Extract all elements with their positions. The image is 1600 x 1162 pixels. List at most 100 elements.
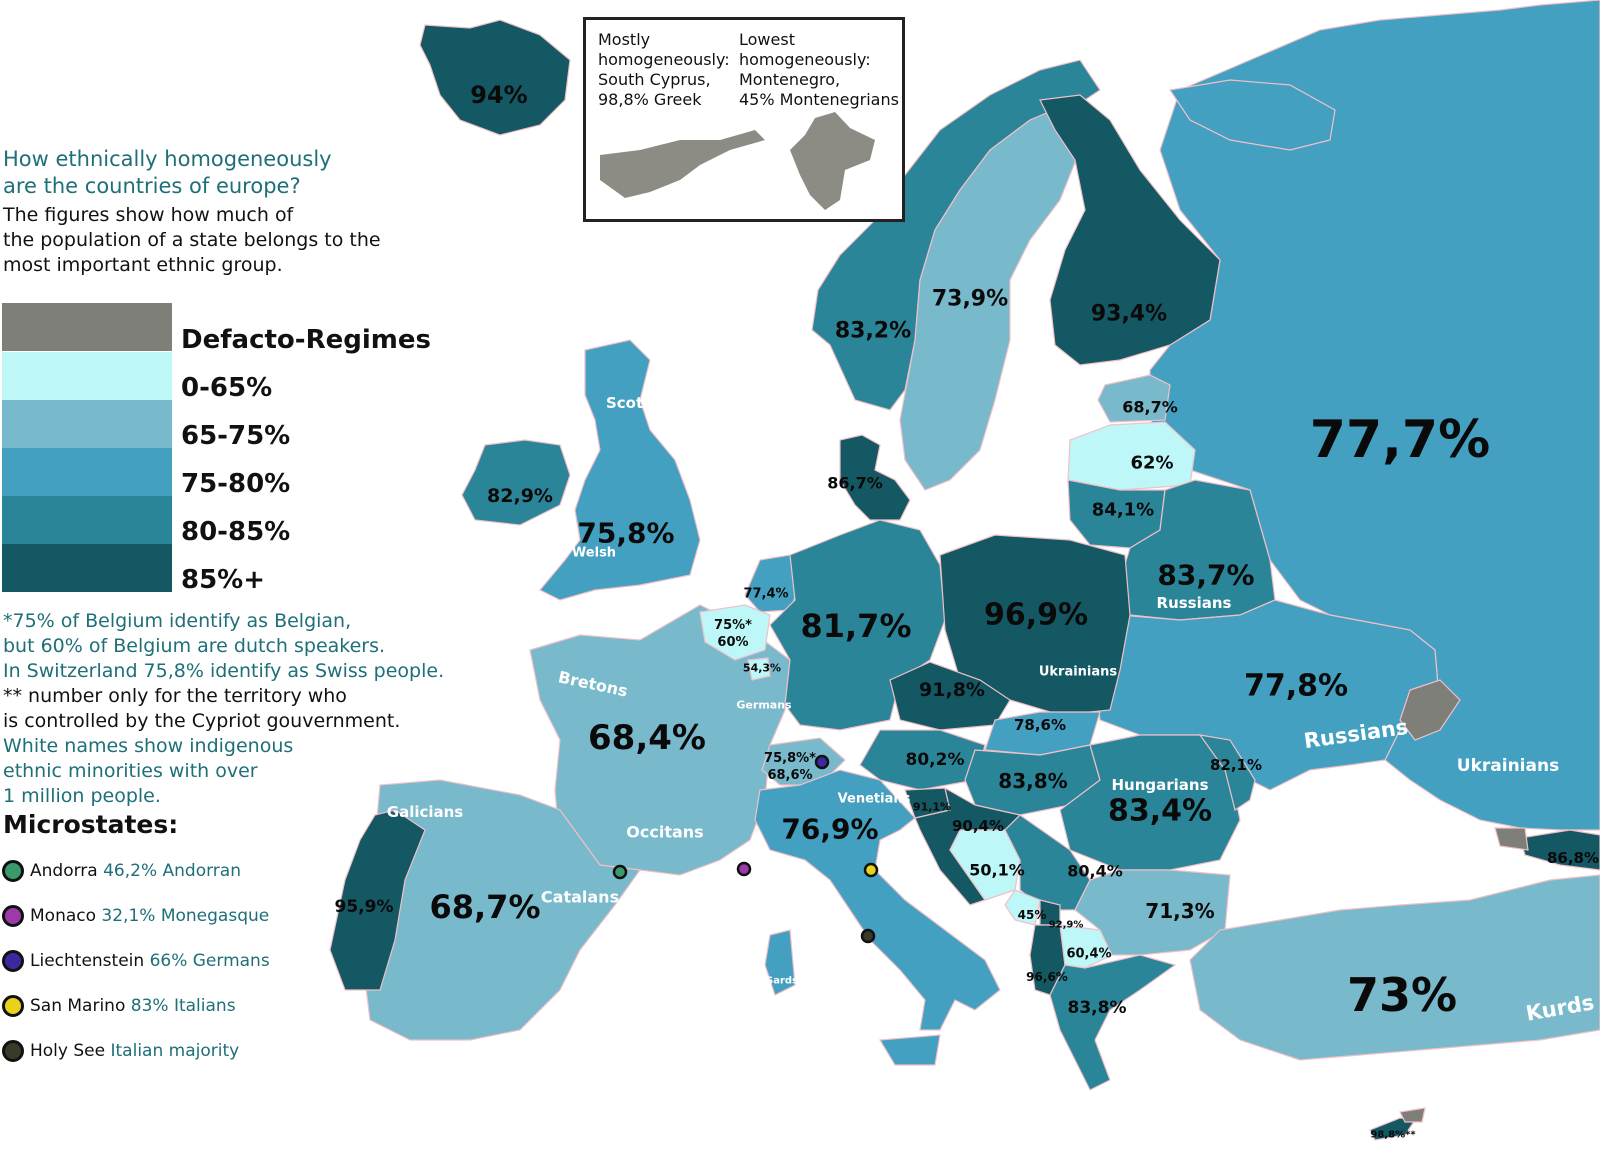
map-subtitle: The figures show how much of the populat… (3, 203, 381, 278)
map-dot-liechtenstein (814, 754, 830, 770)
microstate-value: 66% Germans (149, 951, 270, 971)
label-belgium: 75%* 60% (714, 618, 752, 650)
country-italy-sicily (878, 1034, 941, 1066)
inset-least-homogeneous: Lowest homogeneously: Montenegro, 45% Mo… (739, 30, 899, 109)
inset-box: Mostly homogeneously: South Cyprus, 98,8… (583, 17, 905, 222)
region-defacto-georgia (1494, 827, 1529, 851)
country-austria (859, 729, 986, 791)
label-norway: 83,2% (834, 318, 912, 344)
map-title: How ethnically homogeneously are the cou… (3, 146, 332, 200)
country-macedonia (1059, 924, 1113, 969)
microstate-dot (2, 995, 24, 1017)
country-moldova (1198, 734, 1256, 811)
subtitle-line-2: the population of a state belongs to the (3, 229, 381, 251)
country-greece (1049, 954, 1177, 1091)
subtitle-line-3: most important ethnic group. (3, 254, 283, 276)
country-luxembourg (747, 657, 771, 681)
label-moldova: 82,1% (1209, 756, 1263, 774)
label-macedonia: 60,4% (1066, 946, 1112, 962)
label-latvia: 62% (1130, 452, 1174, 474)
label-poland: 96,9% (983, 597, 1089, 633)
label-romania: 83,4% (1107, 793, 1213, 829)
label-bulgaria: 71,3% (1145, 899, 1215, 923)
region-defacto-east (1399, 679, 1461, 741)
subtitle-line-1: The figures show how much of (3, 204, 294, 226)
label-uk: 75,8% (577, 516, 675, 550)
minority-ukrainians-poland: Ukrainians (1038, 664, 1118, 680)
region-defacto-cyprus (1399, 1107, 1426, 1123)
microstate-name: Andorra (30, 861, 98, 881)
country-cyprus (1369, 1117, 1417, 1141)
country-belgium (699, 604, 771, 661)
label-luxembourg: 54,3% (742, 661, 782, 675)
country-romania (1059, 734, 1241, 871)
legend-swatch-defacto (2, 303, 172, 351)
label-turkey: 73% (1346, 968, 1458, 1022)
country-ireland (461, 439, 571, 526)
map-dot-san-marino (863, 862, 879, 878)
label-serbia: 80,4% (1067, 861, 1123, 881)
microstate-value: 32,1% Monegasque (101, 906, 270, 926)
microstate-name: Liechtenstein (30, 951, 145, 971)
legend-swatch-0-65 (2, 352, 172, 400)
microstate-name: Monaco (30, 906, 97, 926)
map-dot-holy-see (860, 928, 876, 944)
label-netherlands: 77,4% (743, 586, 789, 602)
microstate-dot (2, 950, 24, 972)
country-portugal (329, 809, 426, 991)
title-line-1: How ethnically homogeneously (3, 147, 332, 171)
minority-galicians: Galicians (386, 803, 464, 821)
legend-label-75-80: 75-80% (181, 469, 291, 499)
label-slovakia: 78,6% (1013, 716, 1067, 734)
label-austria: 80,2% (905, 750, 965, 770)
note-swiss: In Switzerland 75,8% identify as Swiss p… (3, 660, 445, 682)
note-cyprus-2: is controlled by the Cypriot gouvernment… (3, 710, 401, 732)
country-france (529, 604, 791, 876)
label-montenegro: 45% (1017, 908, 1047, 922)
country-czech (889, 661, 1011, 731)
country-finland (1039, 94, 1221, 366)
label-estonia: 68,7% (1122, 397, 1178, 417)
legend-label-80-85: 80-85% (181, 517, 291, 547)
country-montenegro (1004, 889, 1041, 926)
legend-swatch-85-plus (2, 544, 172, 592)
label-iceland: 94% (470, 81, 528, 109)
legend-swatch-75-80 (2, 448, 172, 496)
country-sweden (899, 104, 1081, 491)
map-dot-monaco (736, 861, 752, 877)
map-dot-andorra (612, 864, 628, 880)
note-white-3: 1 million people. (3, 785, 161, 807)
legend-swatch-80-85 (2, 496, 172, 544)
country-denmark (839, 434, 911, 521)
microstates-heading: Microstates: (3, 810, 179, 839)
minority-welsh: Welsh (571, 545, 617, 561)
label-switzerland: 75,8%* 68,6% (764, 751, 816, 783)
label-france: 68,4% (588, 718, 706, 758)
label-slovenia: 91,1% (912, 800, 952, 814)
microstate-dot (2, 860, 24, 882)
microstate-value: Italian majority (110, 1041, 240, 1061)
country-italy (754, 769, 1001, 1031)
legend-label-defacto: Defacto-Regimes (181, 325, 431, 355)
note-belgium-1: *75% of Belgium identify as Belgian, (3, 610, 352, 632)
label-georgia: 86,8% (1546, 849, 1600, 867)
microstate-dot (2, 905, 24, 927)
label-belarus: 83,7% (1157, 558, 1255, 592)
country-russia-north (1168, 79, 1336, 151)
legend-label-0-65: 0-65% (181, 373, 273, 403)
minority-russians-belarus: Russians (1156, 594, 1232, 612)
label-czech: 91,8% (919, 679, 985, 701)
label-cyprus: 98,8%** (1370, 1129, 1416, 1141)
label-bosnia: 50,1% (969, 860, 1025, 880)
label-ukraine: 77,8% (1243, 668, 1349, 704)
minority-catalans: Catalans (540, 887, 620, 907)
label-germany: 81,7% (800, 607, 912, 645)
label-portugal: 95,9% (334, 897, 394, 917)
country-estonia (1097, 374, 1171, 423)
label-greece: 83,8% (1067, 998, 1127, 1018)
inset-most-homogeneous: Mostly homogeneously: South Cyprus, 98,8… (598, 30, 730, 109)
note-white-2: ethnic minorities with over (3, 760, 258, 782)
label-hungary: 83,8% (998, 769, 1068, 793)
legend-label-65-75: 65-75% (181, 421, 291, 451)
